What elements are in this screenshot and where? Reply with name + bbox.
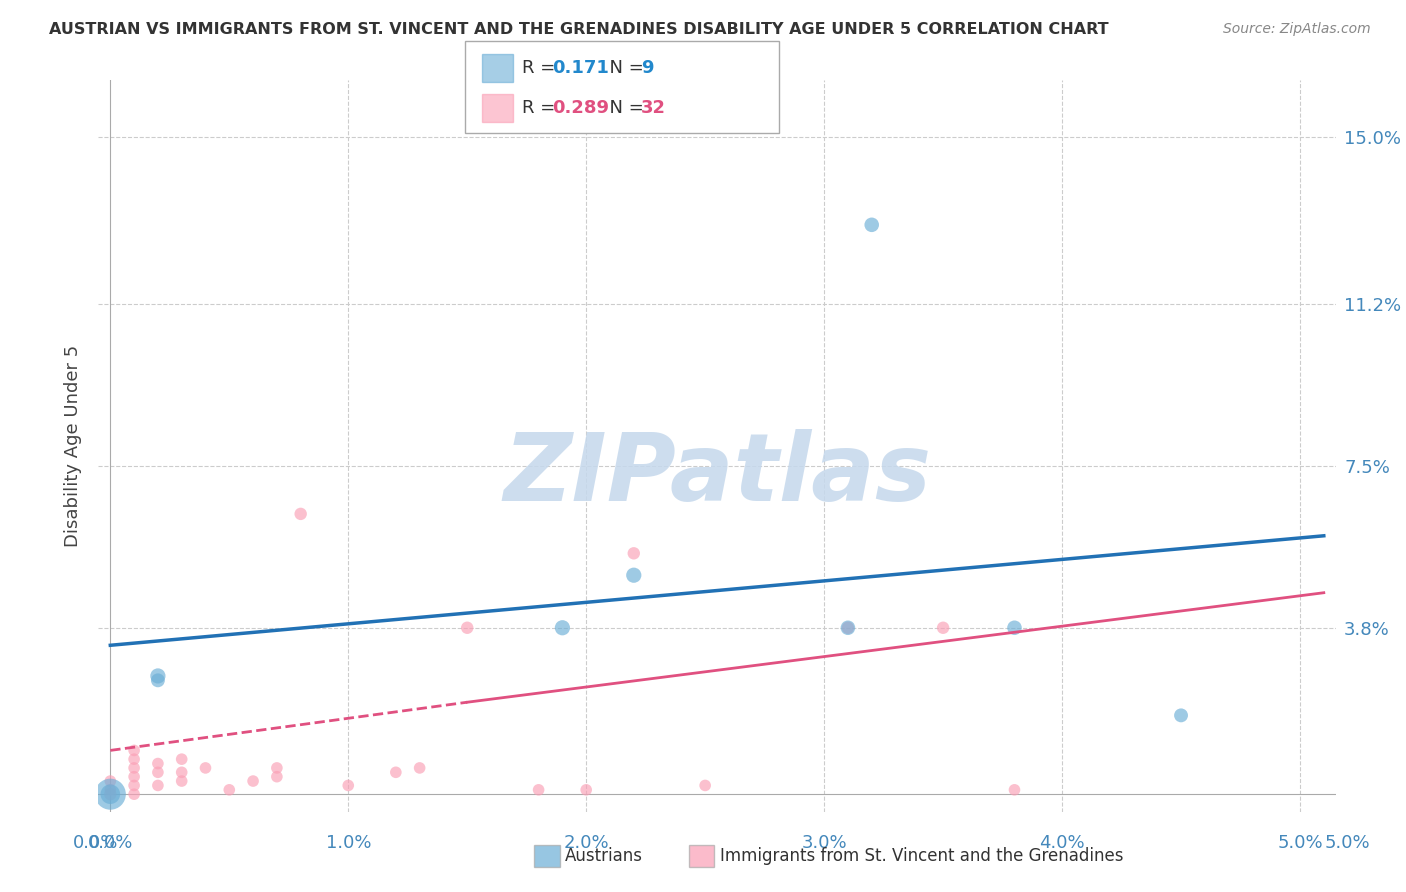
Text: 9: 9 [641, 59, 654, 77]
Point [122, 752, 145, 766]
Point [98, 787, 121, 801]
Text: 0.0%: 0.0% [73, 834, 118, 852]
Point [170, 765, 193, 780]
Point [337, 779, 360, 793]
Text: Austrians: Austrians [565, 847, 643, 865]
Point [623, 568, 645, 582]
Point [290, 507, 312, 521]
Point [242, 774, 264, 789]
Text: 0.289: 0.289 [553, 99, 610, 117]
Point [122, 787, 145, 801]
Point [527, 782, 550, 797]
Point [122, 743, 145, 757]
Point [98, 787, 121, 801]
Text: AUSTRIAN VS IMMIGRANTS FROM ST. VINCENT AND THE GRENADINES DISABILITY AGE UNDER : AUSTRIAN VS IMMIGRANTS FROM ST. VINCENT … [49, 22, 1109, 37]
Point [98, 787, 121, 801]
Text: 2.0%: 2.0% [564, 834, 609, 852]
Point [837, 621, 859, 635]
Text: 5.0%: 5.0% [1324, 834, 1369, 852]
Point [1004, 621, 1026, 635]
Point [408, 761, 430, 775]
Point [551, 621, 574, 635]
Text: 0.171: 0.171 [553, 59, 609, 77]
Point [385, 765, 408, 780]
Point [860, 218, 883, 232]
Point [266, 770, 288, 784]
Point [575, 782, 598, 797]
Point [266, 761, 288, 775]
Point [122, 779, 145, 793]
Point [1004, 782, 1026, 797]
Text: Immigrants from St. Vincent and the Grenadines: Immigrants from St. Vincent and the Gren… [720, 847, 1123, 865]
Point [170, 774, 193, 789]
Point [98, 774, 121, 789]
Point [146, 669, 169, 683]
Point [122, 770, 145, 784]
Point [932, 621, 955, 635]
Point [98, 782, 121, 797]
Text: R =: R = [522, 59, 561, 77]
Point [122, 761, 145, 775]
Text: 32: 32 [641, 99, 666, 117]
Text: R =: R = [522, 99, 561, 117]
Text: 4.0%: 4.0% [1039, 834, 1085, 852]
Text: 0.0%: 0.0% [87, 834, 134, 852]
Point [194, 761, 217, 775]
Point [456, 621, 478, 635]
Text: 3.0%: 3.0% [801, 834, 846, 852]
Text: N =: N = [598, 99, 650, 117]
Point [695, 779, 717, 793]
Y-axis label: Disability Age Under 5: Disability Age Under 5 [63, 345, 82, 547]
Text: N =: N = [598, 59, 650, 77]
Point [218, 782, 240, 797]
Point [837, 621, 859, 635]
Text: ZIPatlas: ZIPatlas [503, 429, 931, 521]
Text: Source: ZipAtlas.com: Source: ZipAtlas.com [1223, 22, 1371, 37]
Point [146, 756, 169, 771]
Point [1170, 708, 1192, 723]
Text: 5.0%: 5.0% [1277, 834, 1323, 852]
Point [146, 673, 169, 688]
Point [146, 765, 169, 780]
Point [170, 752, 193, 766]
Point [146, 779, 169, 793]
Text: 1.0%: 1.0% [326, 834, 371, 852]
Point [623, 546, 645, 560]
